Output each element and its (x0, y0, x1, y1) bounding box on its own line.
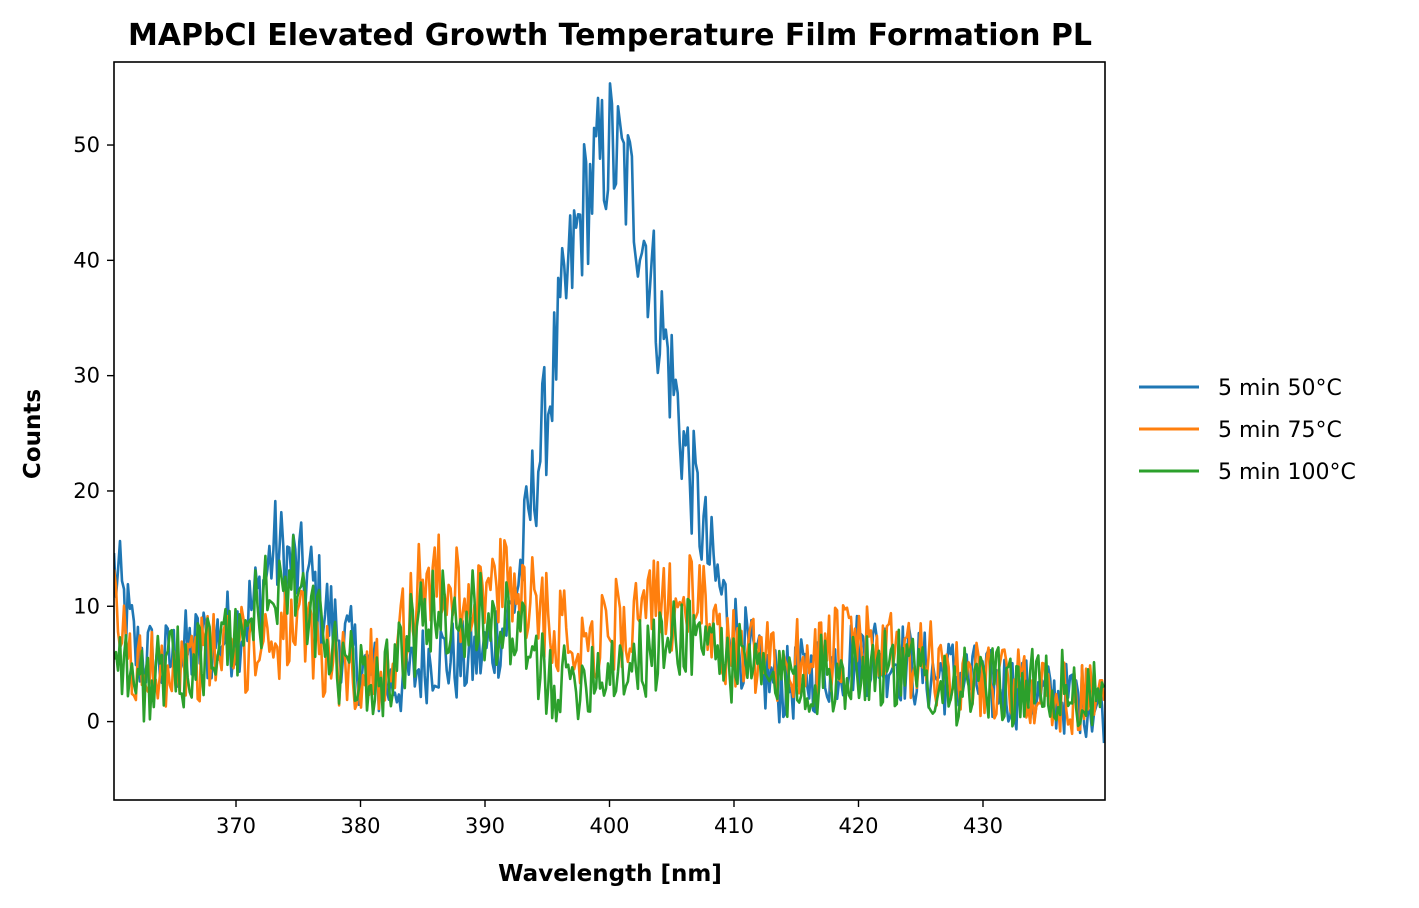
x-tick-label: 370 (216, 814, 256, 838)
legend-label: 5 min 100°C (1218, 460, 1356, 485)
x-tick-label: 400 (589, 814, 629, 838)
x-tick-label: 380 (340, 814, 380, 838)
y-tick-label: 10 (73, 594, 100, 618)
x-tick-label: 430 (963, 814, 1003, 838)
series-line-3 (114, 533, 1105, 728)
series-layer (114, 82, 1105, 744)
x-axis-ticks: 370 380 390 400 410 420 430 (216, 800, 1003, 838)
x-axis-label: Wavelength [nm] (498, 861, 722, 887)
x-tick-label: 390 (465, 814, 505, 838)
y-tick-label: 0 (87, 710, 100, 734)
y-tick-label: 50 (73, 133, 100, 157)
y-tick-label: 30 (73, 364, 100, 388)
legend-label: 5 min 75°C (1218, 418, 1342, 443)
chart-title: MAPbCl Elevated Growth Temperature Film … (128, 18, 1092, 53)
legend: 5 min 50°C 5 min 75°C 5 min 100°C (1139, 376, 1356, 485)
y-axis-ticks: 0 10 20 30 40 50 (73, 133, 114, 734)
y-tick-label: 20 (73, 479, 100, 503)
y-tick-label: 40 (73, 248, 100, 272)
x-tick-label: 410 (714, 814, 754, 838)
y-axis-label: Counts (20, 389, 46, 479)
x-tick-label: 420 (838, 814, 878, 838)
series-line-2 (114, 533, 1105, 736)
legend-label: 5 min 50°C (1218, 376, 1342, 401)
